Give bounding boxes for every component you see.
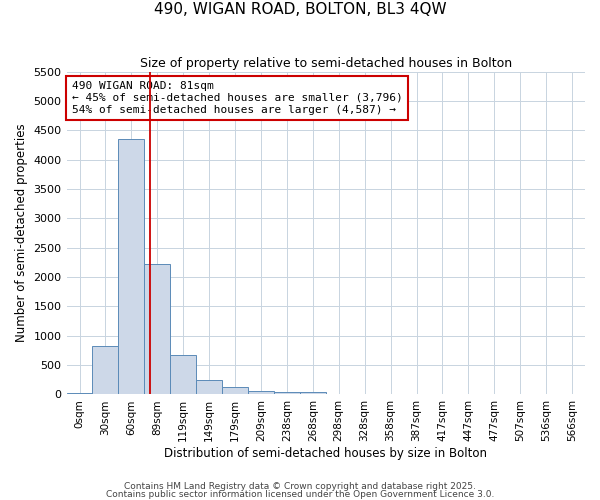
X-axis label: Distribution of semi-detached houses by size in Bolton: Distribution of semi-detached houses by …	[164, 447, 487, 460]
Text: 490, WIGAN ROAD, BOLTON, BL3 4QW: 490, WIGAN ROAD, BOLTON, BL3 4QW	[154, 2, 446, 18]
Bar	[222, 388, 248, 394]
Bar	[145, 264, 170, 394]
Text: Contains public sector information licensed under the Open Government Licence 3.: Contains public sector information licen…	[106, 490, 494, 499]
Bar	[170, 355, 196, 395]
Title: Size of property relative to semi-detached houses in Bolton: Size of property relative to semi-detach…	[140, 58, 512, 70]
Bar	[92, 346, 118, 395]
Bar	[118, 139, 145, 394]
Bar	[300, 392, 326, 394]
Y-axis label: Number of semi-detached properties: Number of semi-detached properties	[15, 124, 28, 342]
Bar	[274, 392, 300, 394]
Text: 490 WIGAN ROAD: 81sqm
← 45% of semi-detached houses are smaller (3,796)
54% of s: 490 WIGAN ROAD: 81sqm ← 45% of semi-deta…	[72, 82, 403, 114]
Bar	[67, 392, 92, 394]
Bar	[248, 391, 274, 394]
Text: Contains HM Land Registry data © Crown copyright and database right 2025.: Contains HM Land Registry data © Crown c…	[124, 482, 476, 491]
Bar	[196, 380, 222, 394]
